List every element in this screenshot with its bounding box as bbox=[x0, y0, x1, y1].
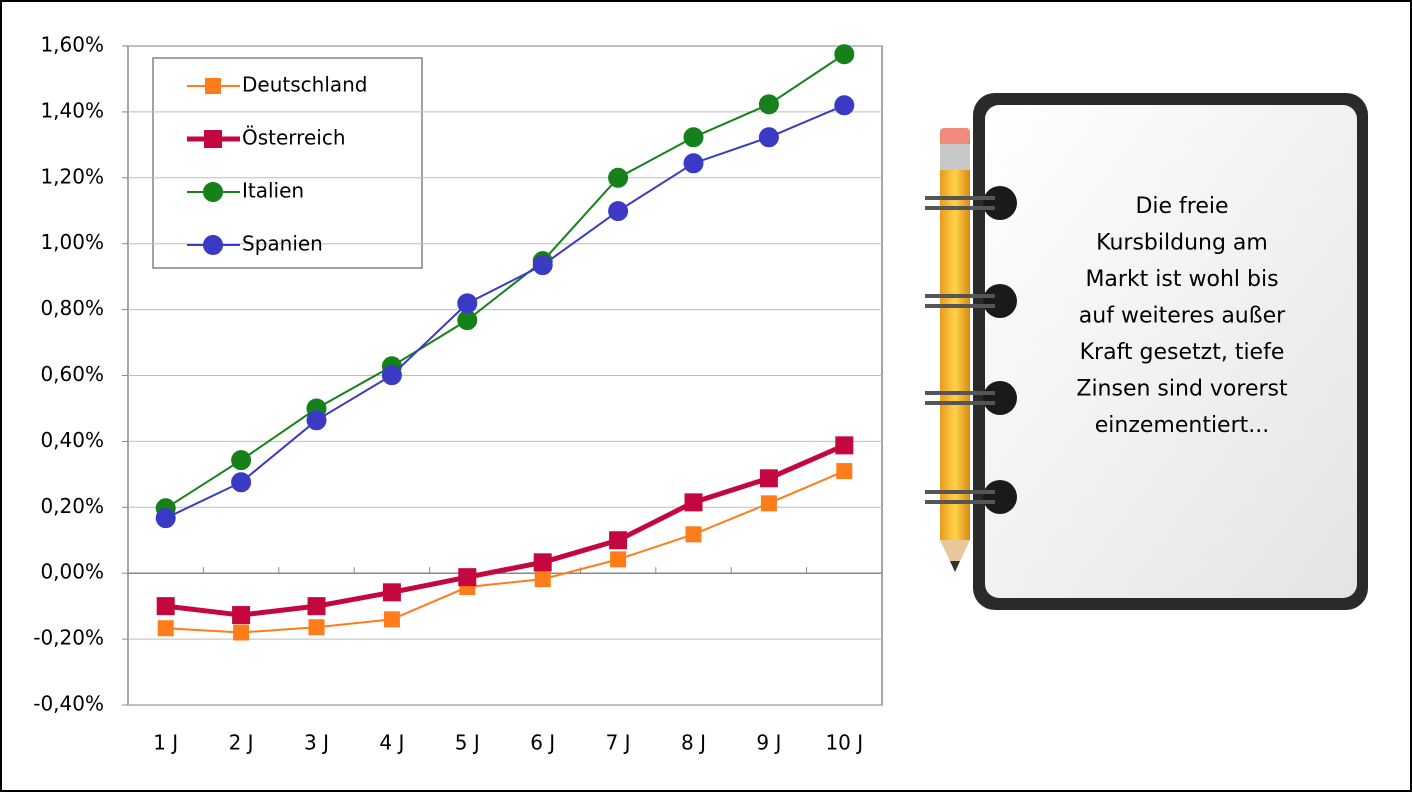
data-point bbox=[233, 625, 249, 641]
note-line: Kraft gesetzt, tiefe bbox=[1080, 340, 1285, 365]
data-point bbox=[383, 583, 401, 601]
chart: -0,40% -0,20% 0,00% 0,20% 0,40% 0,60% 0,80% 1,0… bbox=[0, 0, 1412, 792]
y-tick-label: 0,20% bbox=[40, 494, 104, 518]
x-tick-label: 9 J bbox=[756, 731, 781, 755]
y-tick-label: -0,20% bbox=[33, 626, 104, 650]
data-point bbox=[836, 463, 852, 479]
data-point bbox=[384, 611, 400, 627]
data-point bbox=[232, 473, 251, 492]
y-tick-label: 1,20% bbox=[40, 164, 104, 188]
data-point bbox=[157, 597, 175, 615]
data-point bbox=[684, 128, 703, 147]
data-point bbox=[835, 96, 854, 115]
x-tick-label: 1 J bbox=[153, 731, 178, 755]
legend-marker bbox=[204, 130, 222, 148]
data-point bbox=[308, 597, 326, 615]
data-point bbox=[156, 509, 175, 528]
x-tick-label: 4 J bbox=[379, 731, 404, 755]
data-point bbox=[382, 366, 401, 385]
data-point bbox=[535, 571, 551, 587]
legend-label: Deutschland bbox=[242, 73, 368, 97]
data-point bbox=[609, 531, 627, 549]
note-line: Kursbildung am bbox=[1096, 231, 1268, 256]
x-tick-label: 6 J bbox=[530, 731, 555, 755]
legend-label: Italien bbox=[242, 179, 304, 203]
data-point bbox=[686, 526, 702, 542]
legend-label: Spanien bbox=[242, 232, 323, 256]
legend-label: Österreich bbox=[242, 126, 346, 150]
data-point bbox=[158, 620, 174, 636]
data-point bbox=[609, 202, 628, 221]
data-point bbox=[760, 469, 778, 487]
y-tick-label: -0,40% bbox=[33, 692, 104, 716]
legend-marker bbox=[205, 78, 221, 94]
y-tick-label: 1,40% bbox=[40, 98, 104, 122]
legend-marker bbox=[204, 183, 223, 202]
data-point bbox=[232, 606, 250, 624]
x-tick-label: 5 J bbox=[455, 731, 480, 755]
data-point bbox=[458, 311, 477, 330]
data-point bbox=[685, 493, 703, 511]
note-line: Markt ist wohl bis bbox=[1085, 267, 1278, 292]
data-point bbox=[609, 168, 628, 187]
data-point bbox=[835, 45, 854, 64]
data-point bbox=[309, 619, 325, 635]
legend-marker bbox=[204, 236, 223, 255]
note-line: Zinsen sind vorerst bbox=[1076, 377, 1288, 402]
data-point bbox=[684, 154, 703, 173]
page: -0,40% -0,20% 0,00% 0,20% 0,40% 0,60% 0,80% 1,0… bbox=[0, 0, 1412, 792]
y-tick-label: 1,60% bbox=[40, 33, 104, 57]
data-point bbox=[610, 551, 626, 567]
pencil-ferrule bbox=[940, 144, 970, 170]
note-line: Die freie bbox=[1135, 194, 1228, 219]
data-point bbox=[533, 256, 552, 275]
data-point bbox=[458, 568, 476, 586]
data-point bbox=[761, 495, 777, 511]
x-tick-label: 8 J bbox=[681, 731, 706, 755]
x-tick-label: 10 J bbox=[825, 731, 863, 755]
x-tick-label: 3 J bbox=[304, 731, 329, 755]
y-tick-label: 1,00% bbox=[40, 230, 104, 254]
x-tick-label: 7 J bbox=[606, 731, 631, 755]
data-point bbox=[307, 411, 326, 430]
y-tick-label: 0,60% bbox=[40, 362, 104, 386]
data-point bbox=[759, 128, 778, 147]
y-tick-label: 0,00% bbox=[40, 560, 104, 584]
note-line: auf weiteres außer bbox=[1079, 304, 1286, 329]
y-tick-label: 0,40% bbox=[40, 428, 104, 452]
x-tick-label: 2 J bbox=[229, 731, 254, 755]
y-tick-label: 0,80% bbox=[40, 296, 104, 320]
note-line: einzementiert... bbox=[1095, 413, 1270, 438]
data-point bbox=[534, 553, 552, 571]
data-point bbox=[232, 451, 251, 470]
data-point bbox=[759, 95, 778, 114]
data-point bbox=[458, 294, 477, 313]
pencil-eraser bbox=[940, 128, 970, 144]
data-point bbox=[835, 436, 853, 454]
